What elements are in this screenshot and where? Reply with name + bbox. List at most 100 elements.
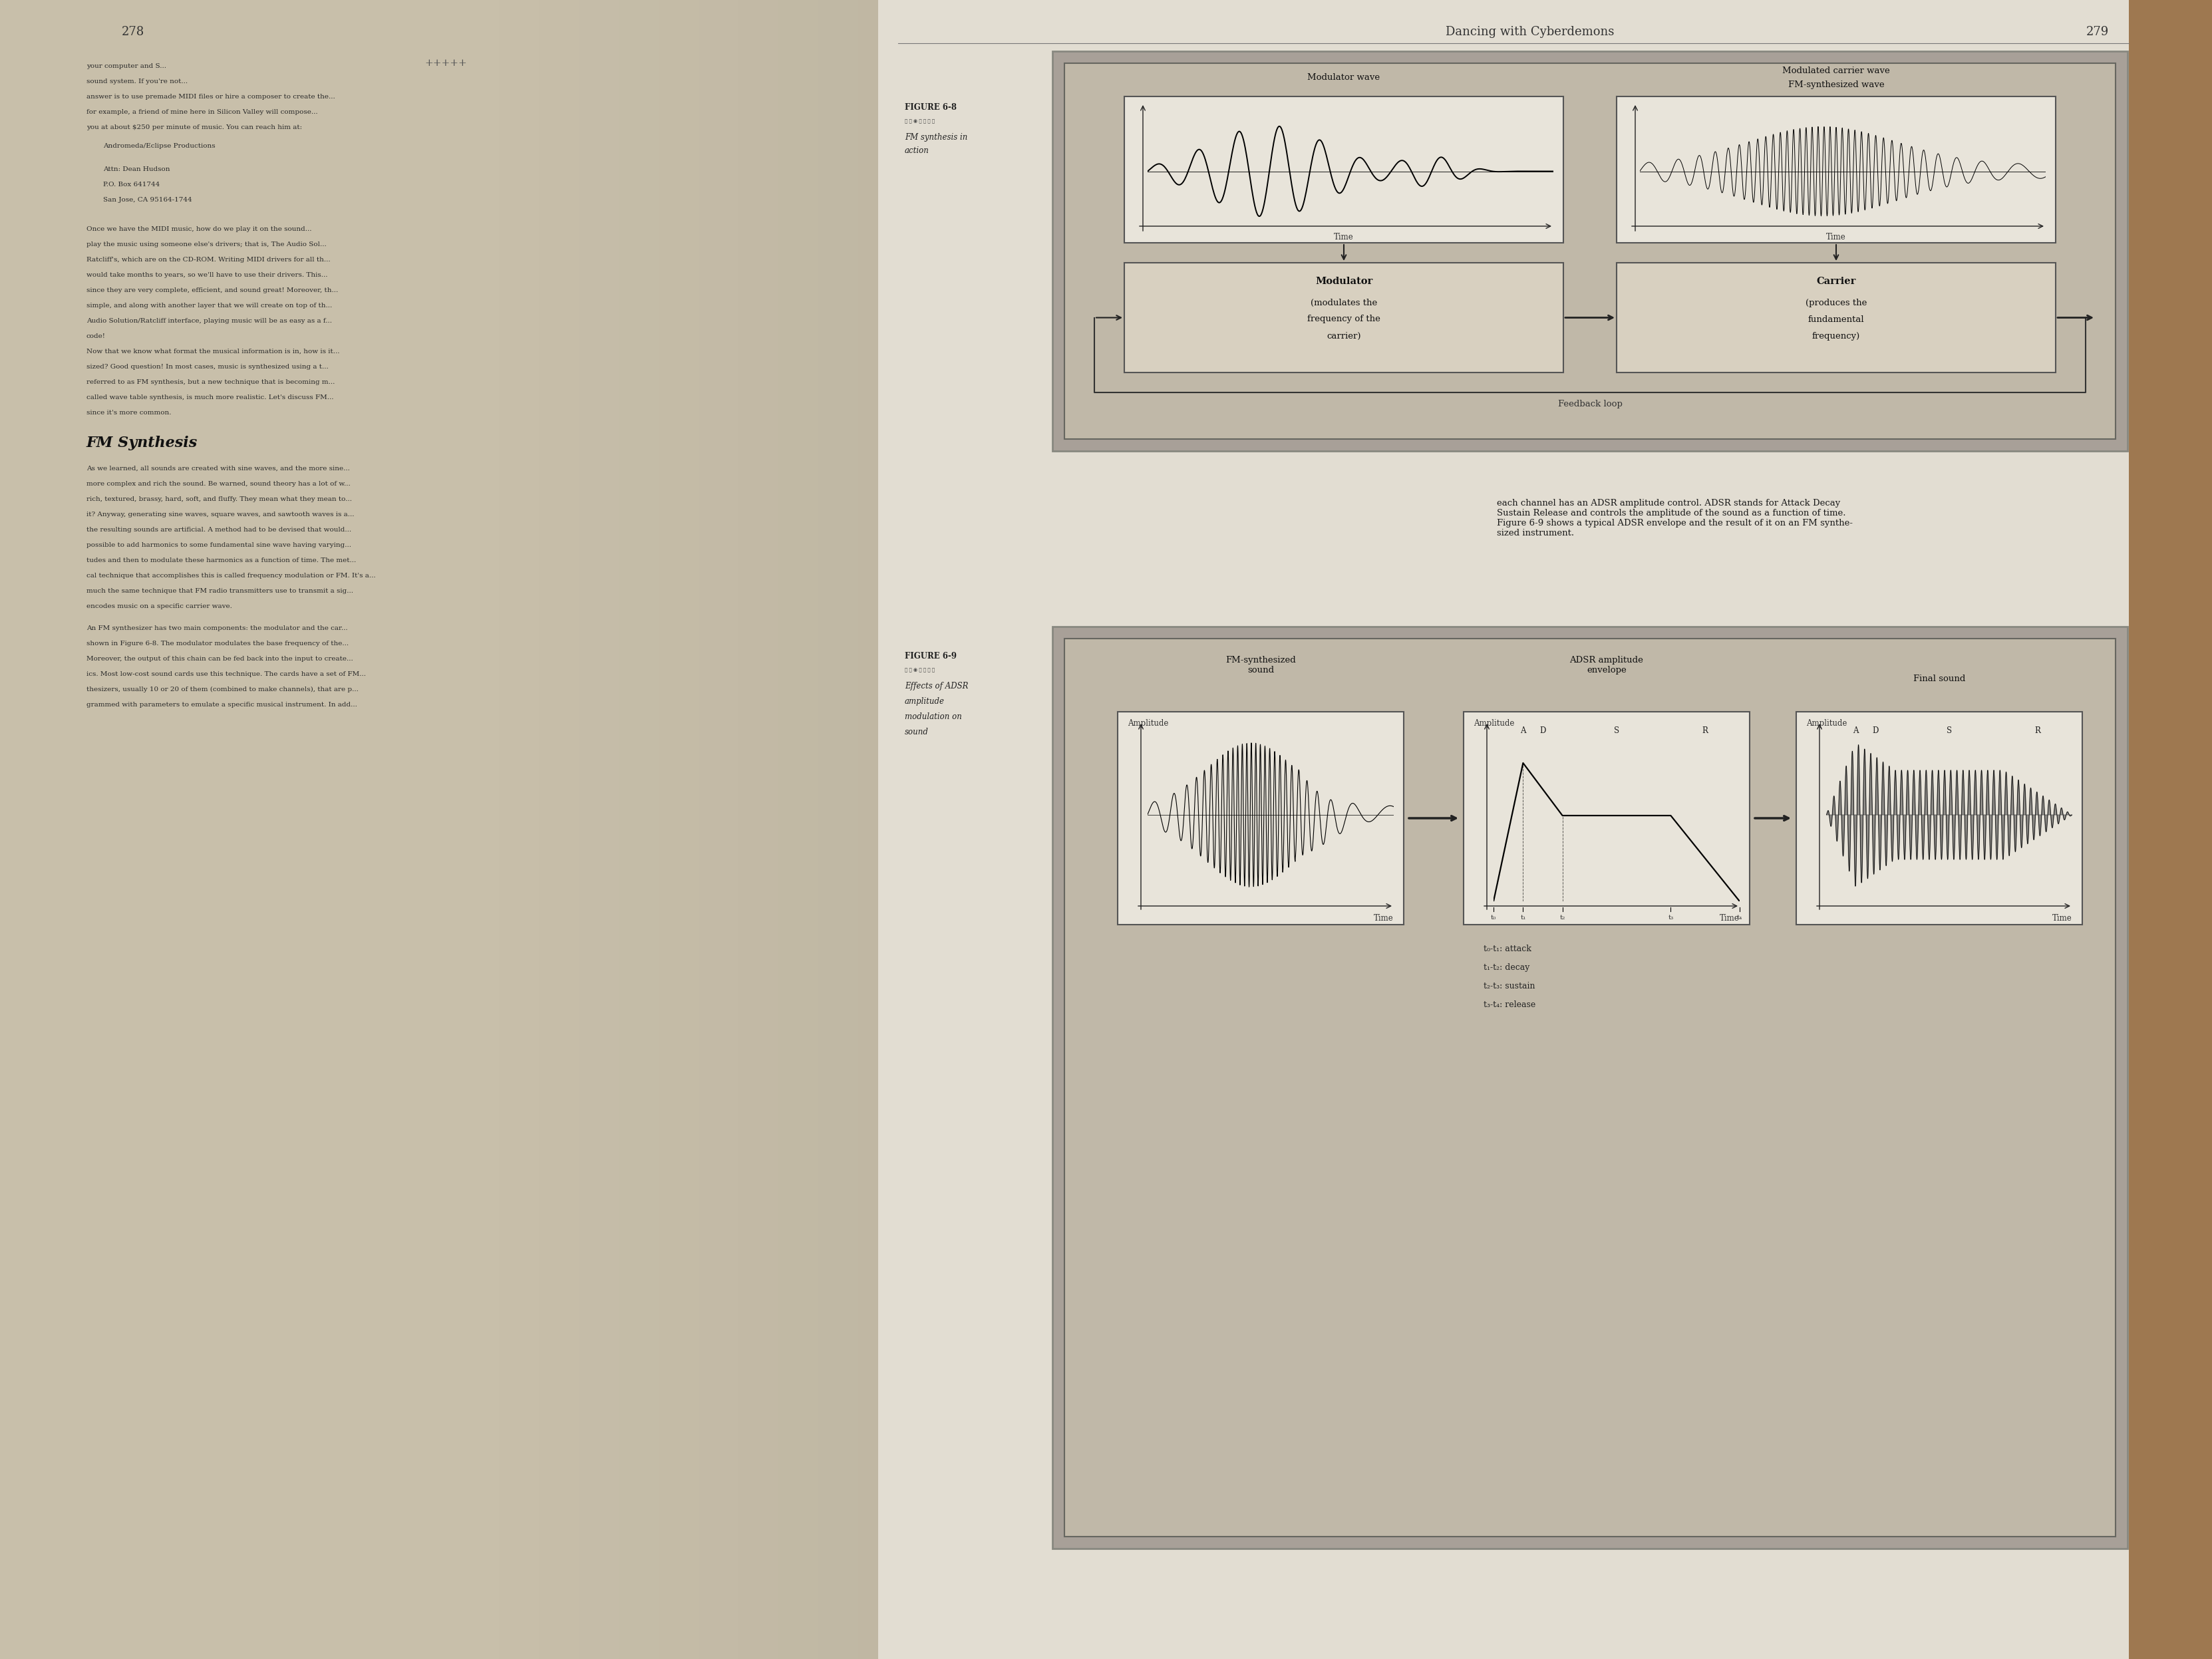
Text: Amplitude: Amplitude [1807,720,1847,728]
Text: Feedback loop: Feedback loop [1557,400,1621,408]
Text: Time: Time [2053,914,2073,922]
Text: ⬤ ⬤ ◉ ⬤ ⬤ ⬤ ⬤: ⬤ ⬤ ◉ ⬤ ⬤ ⬤ ⬤ [905,667,936,672]
Text: frequency of the: frequency of the [1307,315,1380,324]
Text: grammed with parameters to emulate a specific musical instrument. In add...: grammed with parameters to emulate a spe… [86,702,356,708]
Bar [719,0,728,1659]
Text: FIGURE 6-9: FIGURE 6-9 [905,652,956,660]
Bar [827,0,838,1659]
Bar [1617,96,2055,242]
Bar [787,0,799,1659]
Text: Modulated carrier wave: Modulated carrier wave [1783,66,1889,76]
Text: Now that we know what format the musical information is in, how is it...: Now that we know what format the musical… [86,348,341,355]
Bar [599,0,608,1659]
Bar [588,0,599,1659]
Text: Time: Time [1334,234,1354,242]
Text: D: D [1871,727,1878,735]
Text: ics. Most low-cost sound cards use this technique. The cards have a set of FM...: ics. Most low-cost sound cards use this … [86,672,365,677]
Bar [1064,63,2115,440]
Bar [818,0,827,1659]
Text: S: S [1947,727,1951,735]
Text: Final sound: Final sound [1913,674,1964,684]
Bar [489,0,500,1659]
Text: Time: Time [1374,914,1394,922]
Text: action: action [905,146,929,154]
Text: Modulator: Modulator [1316,277,1371,285]
Text: possible to add harmonics to some fundamental sine wave having varying...: possible to add harmonics to some fundam… [86,542,352,547]
Text: you at about $250 per minute of music. You can reach him at:: you at about $250 per minute of music. Y… [86,124,303,131]
Text: shown in Figure 6-8. The modulator modulates the base frequency of the...: shown in Figure 6-8. The modulator modul… [86,640,349,647]
Text: Time: Time [1827,234,1847,242]
Text: sound system. If you're not...: sound system. If you're not... [86,78,188,85]
Text: t₀-t₁: attack: t₀-t₁: attack [1484,944,1531,954]
Text: Attn: Dean Hudson: Attn: Dean Hudson [104,166,170,173]
Text: As we learned, all sounds are created with sine waves, and the more sine...: As we learned, all sounds are created wi… [86,466,349,471]
Text: referred to as FM synthesis, but a new technique that is becoming m...: referred to as FM synthesis, but a new t… [86,380,334,385]
Text: Ratcliff's, which are on the CD-ROM. Writing MIDI drivers for all th...: Ratcliff's, which are on the CD-ROM. Wri… [86,257,330,262]
Text: sound: sound [905,728,929,737]
Text: carrier): carrier) [1327,332,1360,340]
Text: rich, textured, brassy, hard, soft, and fluffy. They mean what they mean to...: rich, textured, brassy, hard, soft, and … [86,496,352,503]
Text: (produces the: (produces the [1805,299,1867,307]
Bar [500,0,509,1659]
Text: Once we have the MIDI music, how do we play it on the sound...: Once we have the MIDI music, how do we p… [86,226,312,232]
Text: more complex and rich the sound. Be warned, sound theory has a lot of w...: more complex and rich the sound. Be warn… [86,481,349,488]
Text: t₃: t₃ [1668,916,1674,921]
Bar [529,0,540,1659]
Text: amplitude: amplitude [905,697,945,705]
Bar [1124,96,1564,242]
Bar [659,0,668,1659]
Bar [768,0,779,1659]
Text: modulation on: modulation on [905,712,962,722]
Text: t₁-t₂: decay: t₁-t₂: decay [1484,964,1531,972]
Bar [568,0,580,1659]
Text: since it's more common.: since it's more common. [86,410,170,416]
Text: much the same technique that FM radio transmitters use to transmit a sig...: much the same technique that FM radio tr… [86,587,354,594]
Bar [549,0,560,1659]
Text: tudes and then to modulate these harmonics as a function of time. The met...: tudes and then to modulate these harmoni… [86,557,356,564]
Text: A: A [1520,727,1526,735]
Text: An FM synthesizer has two main components: the modulator and the car...: An FM synthesizer has two main component… [86,625,347,632]
Text: simple, and along with another layer that we will create on top of th...: simple, and along with another layer tha… [86,302,332,309]
Text: FIGURE 6-8: FIGURE 6-8 [905,103,956,111]
Text: frequency): frequency) [1812,332,1860,340]
Bar [1124,262,1564,373]
Text: S: S [1615,727,1619,735]
Text: Moreover, the output of this chain can be fed back into the input to create...: Moreover, the output of this chain can b… [86,655,354,662]
Text: A: A [1854,727,1858,735]
Text: Time: Time [1719,914,1739,922]
Text: the resulting sounds are artificial. A method had to be devised that would...: the resulting sounds are artificial. A m… [86,528,352,533]
Text: Dancing with Cyberdemons: Dancing with Cyberdemons [1447,27,1615,38]
Bar [509,0,520,1659]
Text: R: R [1703,727,1708,735]
Text: code!: code! [86,333,106,338]
Bar [1617,262,2055,373]
Bar [728,0,739,1659]
Bar [580,0,588,1659]
Bar [739,0,748,1659]
Bar [807,0,818,1659]
Bar [847,0,858,1659]
Bar [0,0,878,1659]
Text: t₃-t₄: release: t₃-t₄: release [1484,1000,1535,1009]
Text: ⬤ ⬤ ◉ ⬤ ⬤ ⬤ ⬤: ⬤ ⬤ ◉ ⬤ ⬤ ⬤ ⬤ [905,118,936,123]
Text: Amplitude: Amplitude [1128,720,1168,728]
Text: ADSR amplitude
envelope: ADSR amplitude envelope [1571,655,1644,675]
Bar [867,0,878,1659]
Text: Modulator wave: Modulator wave [1307,73,1380,83]
Bar [759,0,768,1659]
Bar [540,0,549,1659]
Bar [1053,627,2128,1548]
Bar [2128,0,2212,1659]
Text: FM-synthesized
sound: FM-synthesized sound [1225,655,1296,675]
Bar [878,0,889,1659]
Text: cal technique that accomplishes this is called frequency modulation or FM. It's : cal technique that accomplishes this is … [86,572,376,579]
Bar [699,0,708,1659]
Text: Andromeda/Eclipse Productions: Andromeda/Eclipse Productions [104,143,215,149]
Text: t₀: t₀ [1491,916,1495,921]
Text: Effects of ADSR: Effects of ADSR [905,682,969,690]
Bar [779,0,787,1659]
Bar [878,0,2212,1659]
Text: your computer and S...: your computer and S... [86,63,166,70]
Bar [748,0,759,1659]
Bar [858,0,867,1659]
